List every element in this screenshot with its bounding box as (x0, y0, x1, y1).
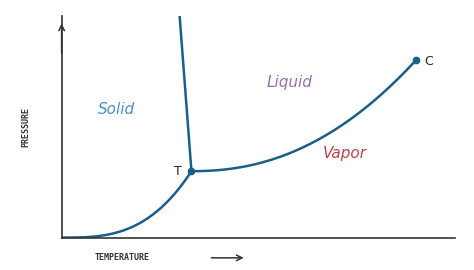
Text: Solid: Solid (98, 102, 135, 117)
Text: PRESSURE: PRESSURE (22, 107, 31, 147)
Text: TEMPERATURE: TEMPERATURE (95, 253, 150, 262)
Text: T: T (174, 165, 182, 178)
Text: Vapor: Vapor (323, 146, 367, 161)
Text: Liquid: Liquid (267, 75, 313, 90)
Text: C: C (424, 55, 433, 68)
